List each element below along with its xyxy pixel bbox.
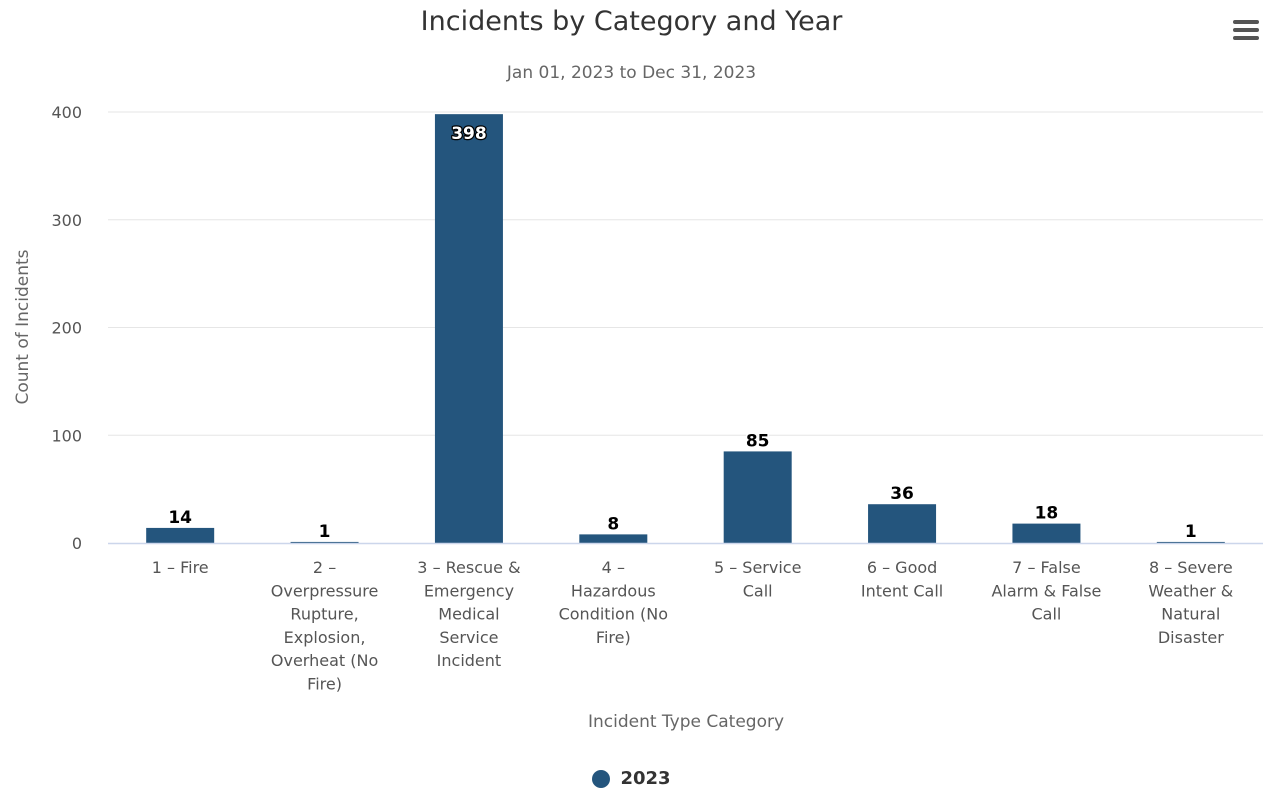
x-tick-label-line: Disaster [1158,628,1224,647]
y-tick-label: 0 [72,534,82,553]
x-tick-label-line: 3 – Rescue & [417,558,520,577]
data-label: 18 [1035,504,1059,524]
x-tick-label-line: Medical [438,605,499,624]
x-tick-label-line: Overheat (No [271,651,378,670]
legend-item-2023[interactable]: 2023 [0,768,1263,789]
data-label: 1 [319,522,331,542]
bar[interactable] [1012,523,1081,543]
x-tick-label-line: Call [743,581,773,600]
x-tick-label: 7 – False Alarm & False Call [991,558,1101,624]
x-tick-label-line: 5 – Service [714,558,801,577]
bar[interactable] [1156,541,1225,543]
data-labels: 14 1 398 8 85 36 18 1 [167,123,1198,544]
bar[interactable] [723,451,792,543]
x-tick-label-line: 2 – [313,558,336,577]
bar[interactable] [434,114,503,543]
y-axis-title: Count of Incidents [13,249,33,404]
hamburger-menu-icon [1233,36,1259,40]
data-label: 8 [607,514,619,534]
hamburger-menu-icon [1233,20,1259,24]
x-tick-label: 8 – Severe Weather & Natural Disaster [1148,558,1233,647]
x-tick-label-line: Hazardous [571,581,656,600]
x-tick-label-line: Explosion, [284,628,366,647]
data-label: 14 [168,508,192,528]
chart-menu-button[interactable] [1231,18,1261,42]
data-label: 398 [451,124,487,144]
x-tick-label-line: 6 – Good [867,558,937,577]
data-label: 36 [890,484,914,504]
x-axis-category-labels: 1 – Fire 2 – Overpressure Rupture, Explosion… [152,558,1234,694]
x-tick-label: 3 – Rescue & Emergency Medical Service Incid… [417,558,520,670]
bar[interactable] [868,504,937,543]
chart-title: Incidents by Category and Year [420,6,843,37]
x-tick-label-line: Service [439,628,498,647]
x-tick-label-line: Alarm & False [991,581,1101,600]
x-tick-label-line: 4 – [602,558,625,577]
y-axis-ticks: 0 100 200 300 400 [51,103,82,553]
x-tick-label-line: Incident [437,651,502,670]
x-tick-label-line: Condition (No [559,605,668,624]
x-tick-label-line: 8 – Severe [1149,558,1233,577]
x-tick-label-line: Weather & [1148,581,1233,600]
y-tick-label: 400 [51,103,82,122]
grid-lines [108,111,1263,436]
chart-subtitle: Jan 01, 2023 to Dec 31, 2023 [506,63,757,83]
x-tick-label-line: Fire) [596,628,631,647]
x-tick-label-line: Call [1032,605,1062,624]
x-tick-label: 5 – Service Call [714,558,801,600]
x-axis-title: Incident Type Category [588,712,784,732]
x-tick-label: 2 – Overpressure Rupture, Explosion, Overhea… [271,558,379,694]
x-tick-label-line: Fire) [307,675,342,694]
x-tick-label-line: 7 – False [1012,558,1081,577]
data-label: 1 [1185,522,1197,542]
y-tick-label: 100 [51,426,82,445]
x-tick-label-line: Natural [1161,605,1220,624]
x-tick-label: 4 – Hazardous Condition (No Fire) [559,558,668,647]
y-tick-label: 200 [51,319,82,338]
x-tick-label-line: Rupture, [290,605,358,624]
x-tick-label: 1 – Fire [152,558,209,577]
x-tick-label: 6 – Good Intent Call [861,558,943,600]
y-tick-label: 300 [51,211,82,230]
hamburger-menu-icon [1233,28,1259,32]
legend-marker [592,769,611,788]
data-label: 85 [746,431,770,451]
x-tick-label-line: Emergency [424,581,514,600]
bar[interactable] [579,534,648,543]
x-tick-label-line: Overpressure [271,581,379,600]
bars [146,114,1225,543]
x-tick-label-line: 1 – Fire [152,558,209,577]
bar[interactable] [146,527,215,543]
bar[interactable] [290,541,359,543]
x-tick-label-line: Intent Call [861,581,943,600]
legend-label: 2023 [620,768,671,789]
